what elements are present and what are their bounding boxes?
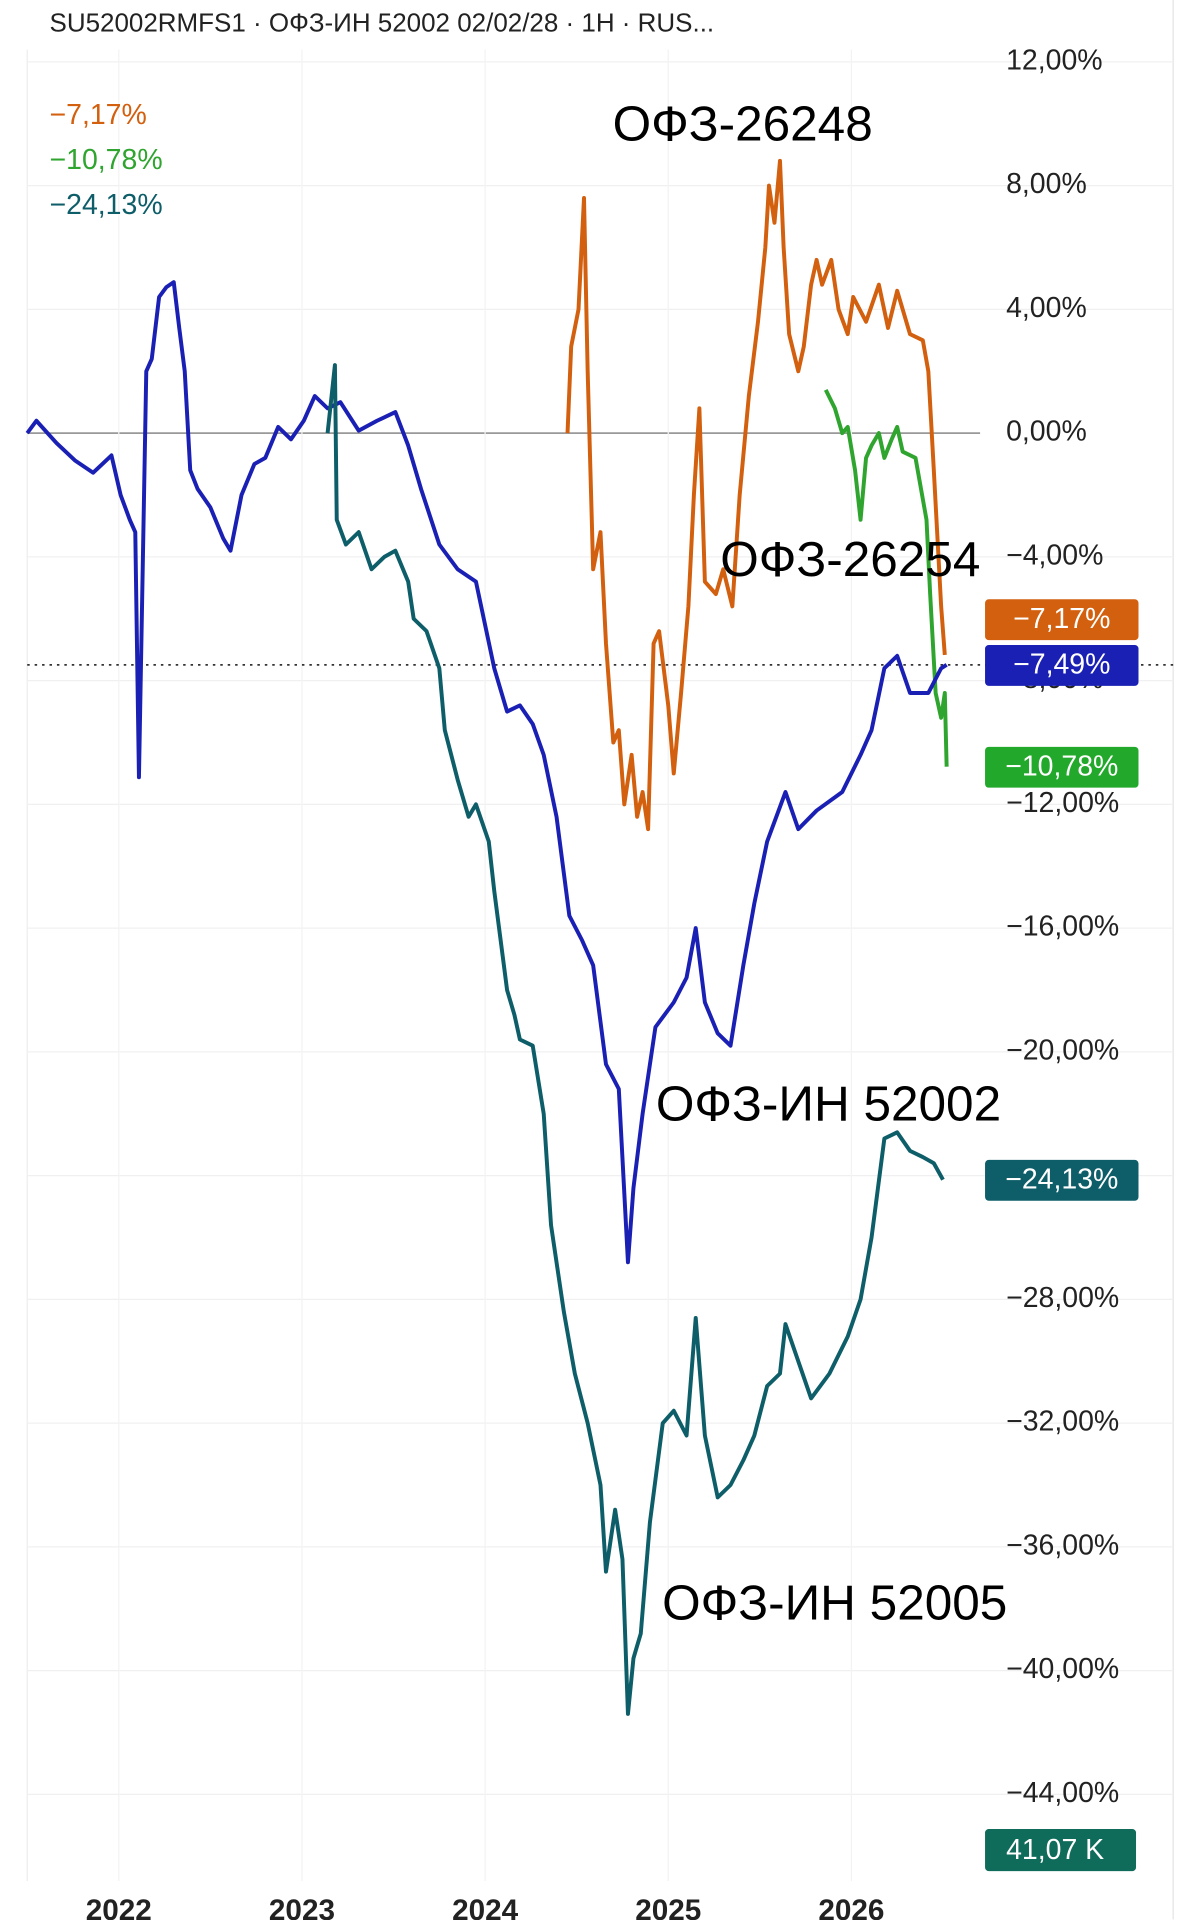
volume-label: 41,07 K: [1006, 1834, 1104, 1866]
value-badge: −24,13%: [985, 1159, 1139, 1201]
badge-box: [985, 746, 1139, 788]
y-tick-label: −12,00%: [1006, 787, 1119, 819]
series-line: [25, 280, 948, 1265]
x-tick-label: 2022: [86, 1894, 152, 1920]
y-tick-label: 0,00%: [1006, 416, 1087, 448]
value-badge: −7,17%: [985, 599, 1139, 641]
volume-badge: [985, 1829, 1137, 1872]
badge-label: −10,78%: [1005, 750, 1118, 782]
legend-entry: −7,17%: [50, 99, 147, 131]
badge-label: −7,17%: [1013, 603, 1110, 635]
x-tick-label: 2026: [818, 1894, 884, 1920]
badge-label: −24,13%: [1005, 1163, 1118, 1195]
y-tick-label: −44,00%: [1006, 1777, 1119, 1809]
value-badge: −10,78%: [985, 746, 1139, 788]
y-tick-label: −32,00%: [1006, 1406, 1119, 1438]
y-tick-label: −4,00%: [1006, 539, 1103, 571]
series-name: ОФЗ-ИН 52005: [662, 1575, 1007, 1630]
series-name: ОФЗ-26248: [613, 97, 873, 152]
y-tick-label: 12,00%: [1006, 44, 1103, 76]
badge-box: [985, 1159, 1139, 1201]
legend-entry: −10,78%: [50, 144, 163, 176]
y-tick-label: −20,00%: [1006, 1034, 1119, 1066]
x-tick-label: 2023: [269, 1894, 335, 1920]
badge-label: −7,49%: [1013, 649, 1110, 681]
value-badge: −7,49%: [985, 645, 1139, 686]
y-tick-label: −36,00%: [1006, 1529, 1119, 1561]
badge-box: [985, 645, 1139, 686]
y-tick-label: −16,00%: [1006, 911, 1119, 943]
y-tick-label: −40,00%: [1006, 1653, 1119, 1685]
series-name: ОФЗ-ИН 52002: [656, 1077, 1001, 1132]
badge-box: [985, 599, 1139, 641]
y-tick-label: 4,00%: [1006, 292, 1087, 324]
y-tick-label: 8,00%: [1006, 168, 1087, 200]
y-tick-label: −28,00%: [1006, 1282, 1119, 1314]
x-tick-label: 2025: [635, 1894, 701, 1920]
series-line: [565, 158, 947, 832]
legend-entry: −24,13%: [50, 189, 163, 221]
series-line: [325, 363, 945, 1716]
series-name: ОФЗ-26254: [720, 532, 980, 587]
chart-title: SU52002RMFS1 · ОФЗ-ИН 52002 02/02/28 · 1…: [50, 8, 715, 38]
x-tick-label: 2024: [452, 1894, 519, 1920]
